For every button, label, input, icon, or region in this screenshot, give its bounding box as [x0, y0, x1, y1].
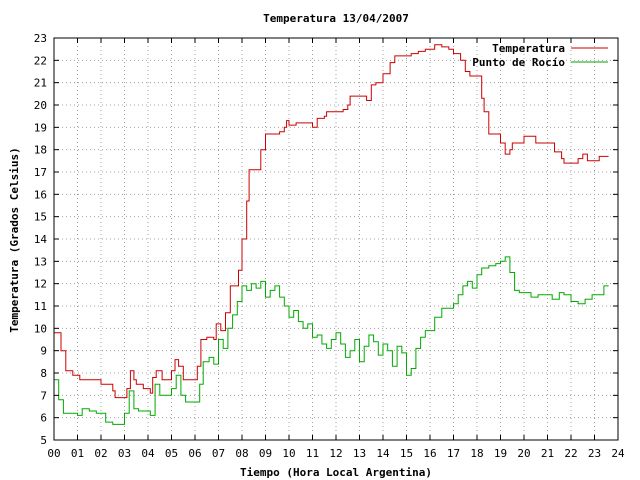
y-tick-label: 8	[40, 367, 47, 380]
x-tick-label: 06	[188, 447, 201, 460]
series-group	[54, 44, 609, 425]
y-tick-label: 6	[40, 412, 47, 425]
legend-label: Punto de Rocío	[472, 56, 565, 69]
x-tick-label: 19	[494, 447, 507, 460]
y-tick-label: 13	[34, 255, 47, 268]
y-tick-label: 7	[40, 389, 47, 402]
x-tick-label: 18	[470, 447, 483, 460]
x-tick-label: 10	[282, 447, 295, 460]
y-tick-label: 22	[34, 54, 47, 67]
x-tick-label: 09	[259, 447, 272, 460]
x-tick-label: 21	[541, 447, 554, 460]
x-tick-label: 16	[423, 447, 436, 460]
y-tick-label: 17	[34, 166, 47, 179]
y-tick-label: 10	[34, 322, 47, 335]
y-tick-label: 19	[34, 121, 47, 134]
y-tick-label: 9	[40, 345, 47, 358]
y-tick-label: 16	[34, 188, 47, 201]
x-axis-label: Tiempo (Hora Local Argentina)	[240, 466, 432, 479]
x-tick-label: 20	[517, 447, 530, 460]
y-tick-label: 21	[34, 77, 47, 90]
x-tick-label: 07	[212, 447, 225, 460]
series-line	[54, 256, 609, 425]
tick-group: 00 01 02 03 04 05 06 07 08 09 10 11 12 13 14 15 16 17 18 19…	[34, 32, 625, 460]
y-tick-label: 23	[34, 32, 47, 45]
x-tick-label: 17	[447, 447, 460, 460]
y-tick-label: 18	[34, 144, 47, 157]
x-tick-label: 04	[141, 447, 155, 460]
x-tick-label: 02	[94, 447, 107, 460]
x-tick-label: 05	[165, 447, 178, 460]
y-tick-label: 12	[34, 278, 47, 291]
y-tick-label: 11	[34, 300, 47, 313]
y-tick-label: 15	[34, 211, 47, 224]
x-tick-label: 11	[306, 447, 319, 460]
x-tick-label: 13	[353, 447, 366, 460]
x-tick-label: 03	[118, 447, 131, 460]
x-tick-label: 08	[235, 447, 248, 460]
y-tick-label: 5	[40, 434, 47, 447]
series-line	[54, 44, 609, 399]
x-tick-label: 15	[400, 447, 413, 460]
x-tick-label: 14	[376, 447, 390, 460]
x-tick-label: 22	[564, 447, 577, 460]
y-axis-label: Temperatura (Grados Celsius)	[8, 147, 21, 332]
x-tick-label: 24	[611, 447, 625, 460]
x-tick-label: 01	[71, 447, 84, 460]
y-tick-label: 14	[34, 233, 48, 246]
y-tick-label: 20	[34, 99, 47, 112]
x-tick-label: 23	[588, 447, 601, 460]
x-tick-label: 00	[47, 447, 60, 460]
grid	[54, 38, 618, 440]
x-tick-label: 12	[329, 447, 342, 460]
chart-title: Temperatura 13/04/2007	[263, 12, 409, 25]
legend-label: Temperatura	[492, 42, 565, 55]
